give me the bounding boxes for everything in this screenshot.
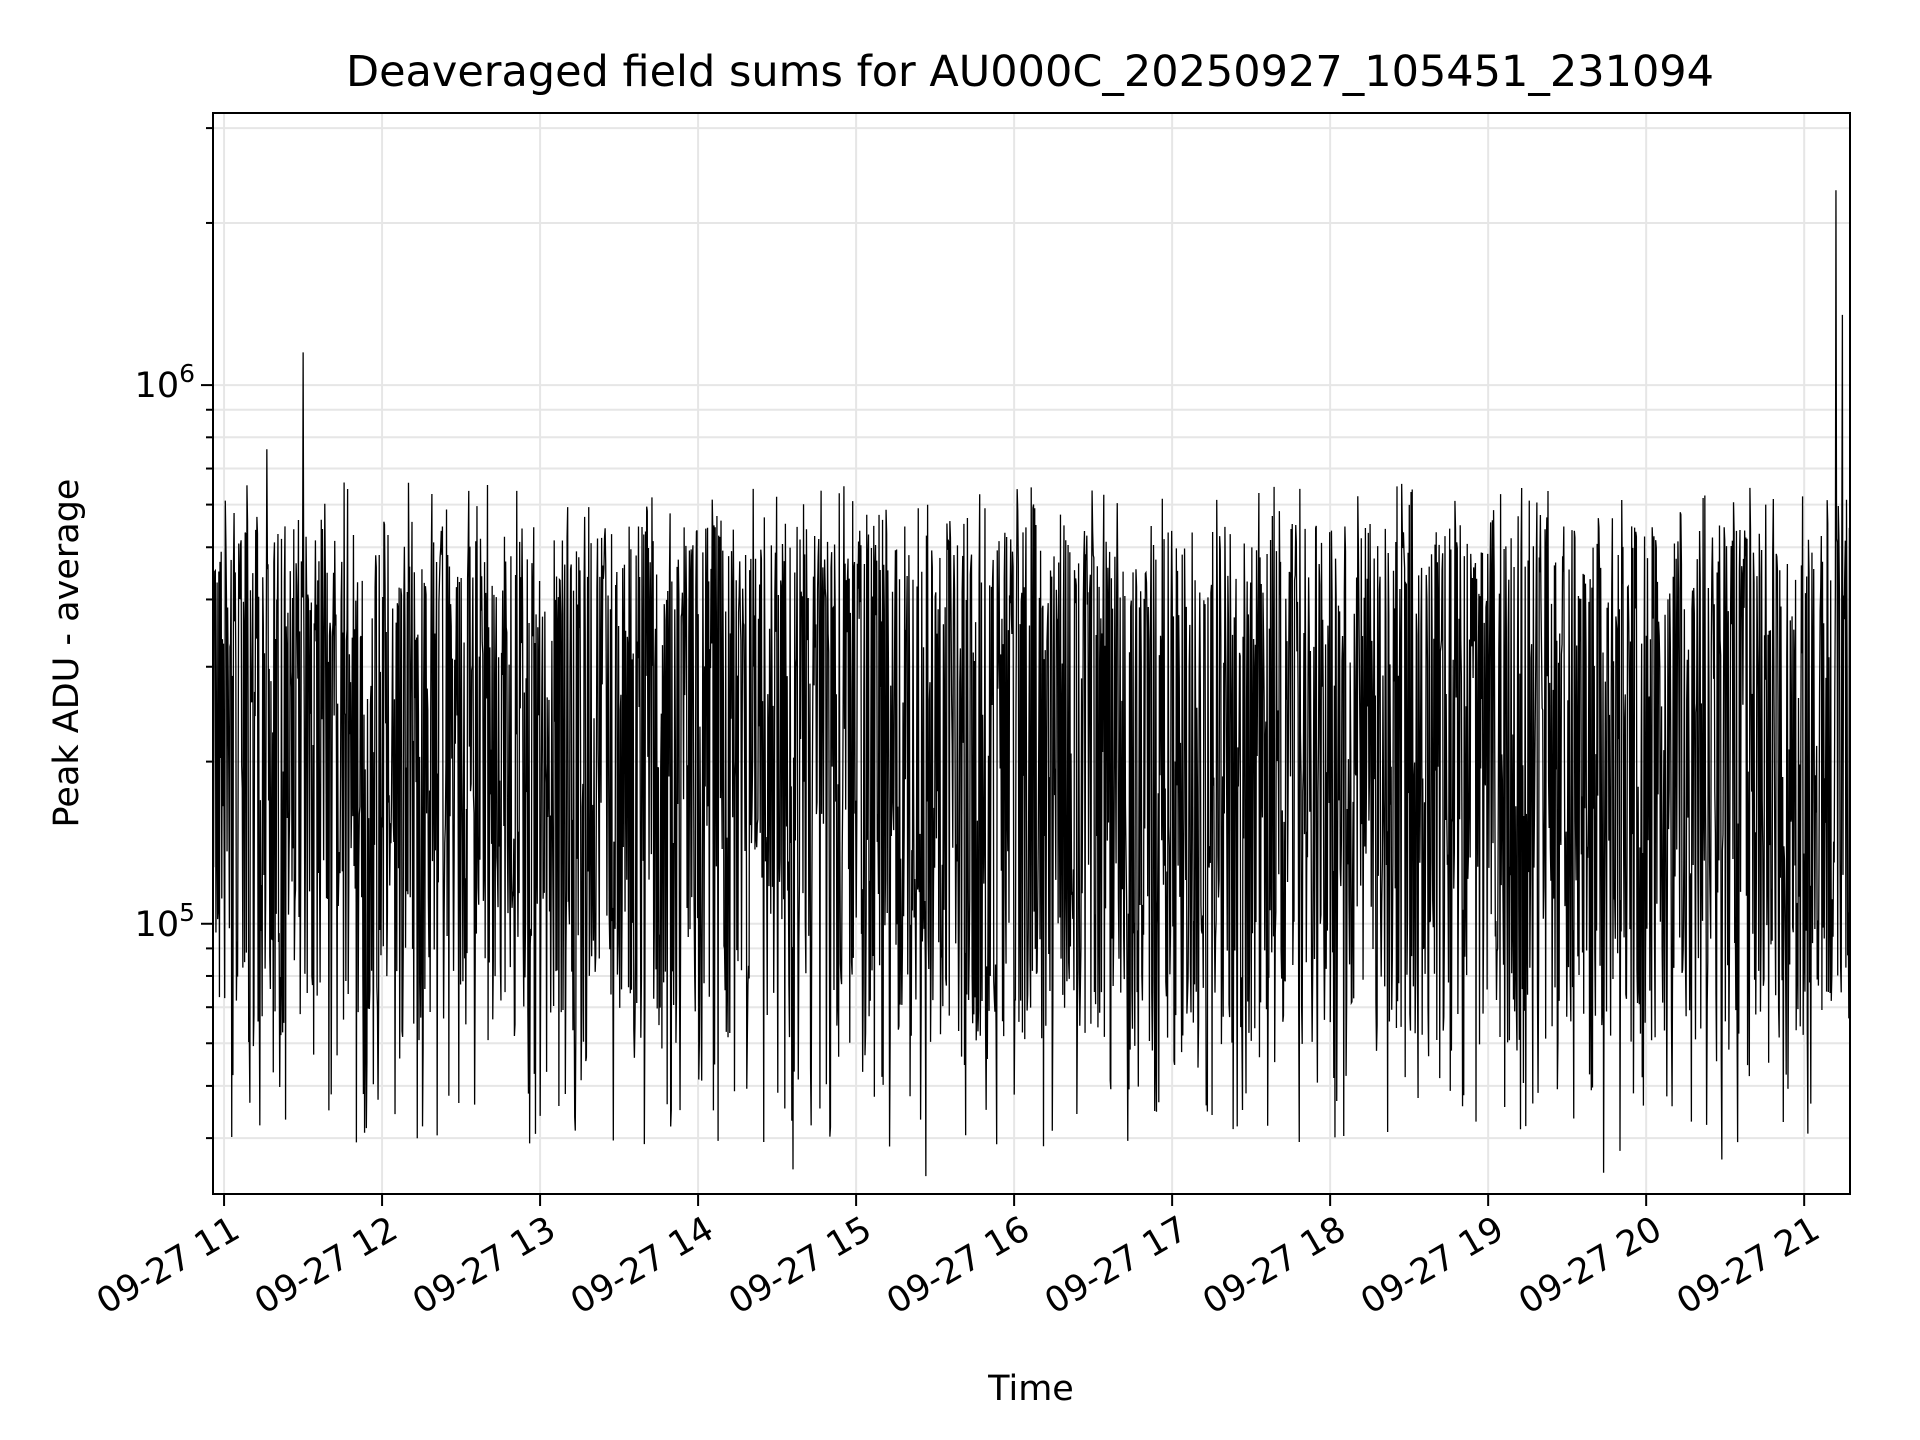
x-tick-label: 09-27 16: [880, 1209, 1036, 1322]
x-tick-label: 09-27 15: [722, 1209, 878, 1322]
x-tick-label: 09-27 21: [1670, 1209, 1826, 1322]
x-axis: 09-27 11 09-27 12 09-27 13 09-27 14 09-27 15…: [90, 1194, 1827, 1322]
grid: [213, 113, 1850, 1194]
series-line: [212, 190, 1851, 1177]
x-tick-label: 09-27 11: [90, 1209, 246, 1322]
x-tick-label: 09-27 13: [406, 1209, 562, 1322]
y-tick-label: 105: [135, 898, 195, 945]
x-tick-label: 09-27 20: [1512, 1209, 1668, 1322]
y-axis: 105 106: [135, 127, 213, 1140]
x-tick-label: 09-27 12: [248, 1209, 404, 1322]
x-tick-label: 09-27 18: [1196, 1209, 1352, 1322]
chart-title: Deaveraged field sums for AU000C_2025092…: [346, 47, 1714, 97]
x-tick-label: 09-27 14: [564, 1209, 720, 1322]
y-axis-label: Peak ADU - average: [47, 479, 87, 828]
y-tick-label: 106: [135, 359, 195, 406]
x-tick-label: 09-27 17: [1038, 1209, 1194, 1322]
x-tick-label: 09-27 19: [1354, 1209, 1510, 1322]
x-axis-label: Time: [987, 1369, 1074, 1409]
plot-frame: [212, 112, 1851, 1195]
